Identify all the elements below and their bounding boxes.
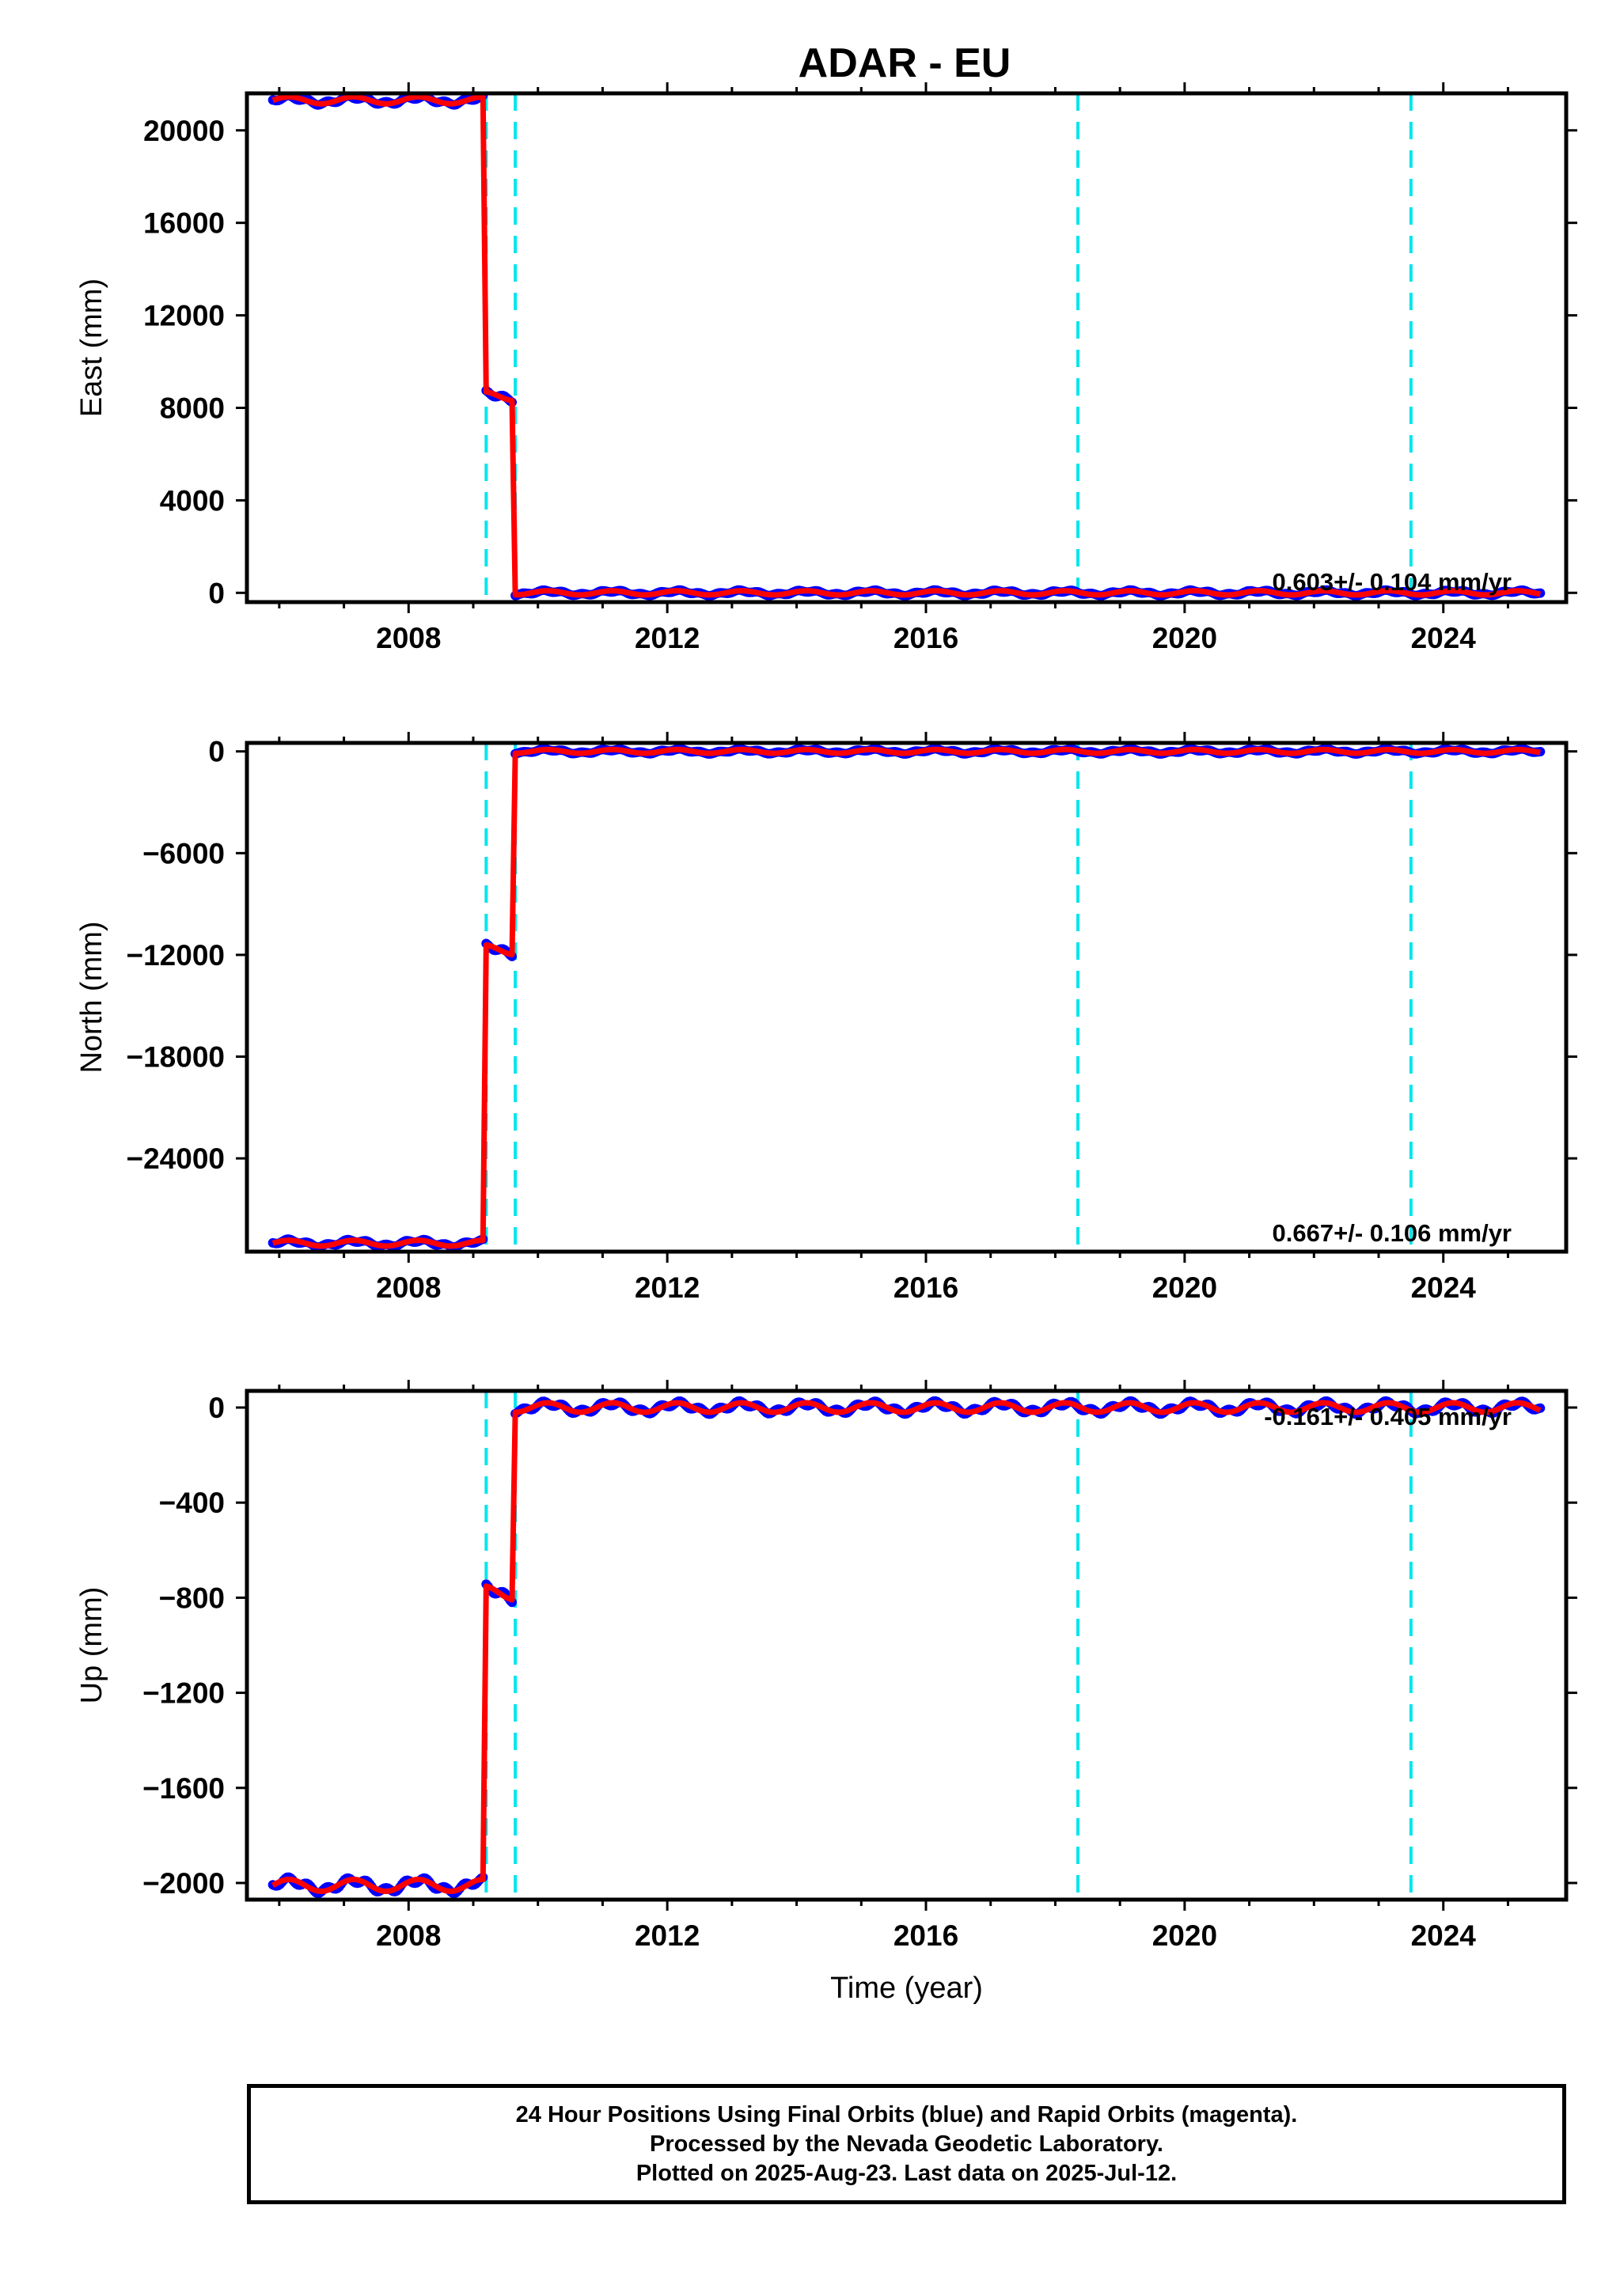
chart-panels: 2008 2012 2016 2020 2024 0 4000 8000 12000 16000 2… bbox=[75, 82, 1577, 2005]
y-axis-label-north: North (mm) bbox=[75, 921, 108, 1073]
y-tick-label-east-4000: 4000 bbox=[160, 484, 225, 517]
y-tick-label-up--800: −800 bbox=[159, 1582, 225, 1614]
y-axis-label-up: Up (mm) bbox=[75, 1587, 108, 1704]
x-tick-label-north-2008: 2008 bbox=[376, 1271, 441, 1304]
y-tick-label-up--1600: −1600 bbox=[142, 1772, 225, 1805]
y-tick-label-east-12000: 12000 bbox=[143, 300, 225, 332]
panel-east: 2008 2012 2016 2020 2024 0 4000 8000 12000 16000 2… bbox=[75, 82, 1577, 654]
panel-up: 2008 2012 2016 2020 2024 −2000 −1600 −1200 −800 −… bbox=[75, 1380, 1577, 2005]
y-tick-label-up--2000: −2000 bbox=[142, 1867, 225, 1900]
y-tick-label-north-0: 0 bbox=[208, 736, 225, 768]
x-tick-label-east-2016: 2016 bbox=[893, 622, 958, 654]
rate-label-east: 0.603+/- 0.104 mm/yr bbox=[1273, 568, 1512, 596]
rate-label-north: 0.667+/- 0.106 mm/yr bbox=[1273, 1219, 1512, 1247]
y-tick-label-up--400: −400 bbox=[159, 1487, 225, 1519]
x-tick-label-up-2016: 2016 bbox=[893, 1919, 958, 1952]
y-tick-label-east-8000: 8000 bbox=[160, 392, 225, 424]
y-tick-label-north--18000: −18000 bbox=[127, 1041, 226, 1074]
y-tick-label-north--24000: −24000 bbox=[127, 1142, 226, 1175]
plot-frame-up bbox=[245, 1389, 1569, 1902]
x-tick-label-east-2008: 2008 bbox=[376, 622, 441, 654]
footer-line-plotted-on: Plotted on 2025-Aug-23. Last data on 202… bbox=[635, 2160, 1178, 2186]
y-tick-label-up--1200: −1200 bbox=[142, 1677, 225, 1710]
x-tick-label-east-2020: 2020 bbox=[1152, 622, 1217, 654]
series-east bbox=[267, 93, 1546, 601]
model-curve-north bbox=[271, 746, 1542, 1249]
x-tick-label-up-2020: 2020 bbox=[1152, 1919, 1217, 1952]
series-north bbox=[267, 744, 1546, 1252]
x-axis-label-up: Time (year) bbox=[830, 1972, 983, 2005]
footer-box: 24 Hour Positions Using Final Orbits (bl… bbox=[247, 2084, 1566, 2204]
panel-north: 2008 2012 2016 2020 2024 −24000 −18000 −12000 −6… bbox=[75, 732, 1577, 1304]
y-tick-label-up-0: 0 bbox=[208, 1392, 225, 1424]
rate-label-up: -0.161+/- 0.405 mm/yr bbox=[1264, 1403, 1512, 1430]
chart-title: ADAR - EU bbox=[799, 40, 1011, 86]
series-up bbox=[267, 1396, 1546, 1899]
x-tick-label-north-2020: 2020 bbox=[1152, 1271, 1217, 1304]
x-tick-label-north-2012: 2012 bbox=[635, 1271, 700, 1304]
y-tick-label-east-16000: 16000 bbox=[143, 207, 225, 240]
model-curve-up bbox=[271, 1400, 1542, 1894]
x-tick-label-up-2008: 2008 bbox=[376, 1919, 441, 1952]
y-axis-label-east: East (mm) bbox=[75, 278, 108, 417]
x-tick-label-up-2012: 2012 bbox=[635, 1919, 700, 1952]
y-tick-label-east-0: 0 bbox=[208, 577, 225, 609]
x-tick-label-up-2024: 2024 bbox=[1411, 1919, 1477, 1952]
x-tick-label-east-2012: 2012 bbox=[635, 622, 700, 654]
footer-line-final-orbits: 24 Hour Positions Using Final Orbits (bl… bbox=[515, 2101, 1298, 2127]
y-tick-label-east-20000: 20000 bbox=[143, 115, 225, 147]
plot-frame-east bbox=[245, 91, 1569, 604]
x-tick-label-east-2024: 2024 bbox=[1411, 622, 1477, 654]
x-tick-label-north-2016: 2016 bbox=[893, 1271, 958, 1304]
footer-line-processed-by: Processed by the Nevada Geodetic Laborat… bbox=[650, 2131, 1163, 2157]
model-curve-east bbox=[271, 93, 1542, 598]
x-tick-label-north-2024: 2024 bbox=[1411, 1271, 1477, 1304]
y-tick-label-north--6000: −6000 bbox=[142, 837, 225, 870]
plot-frame-north bbox=[245, 741, 1569, 1254]
y-tick-label-north--12000: −12000 bbox=[127, 939, 226, 972]
